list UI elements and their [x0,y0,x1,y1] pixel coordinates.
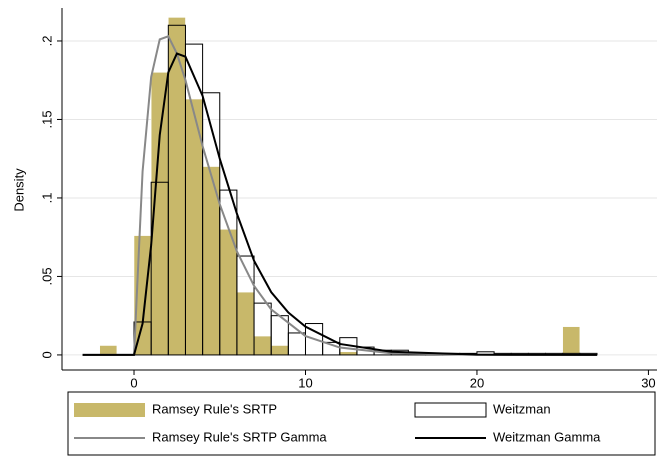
y-tick-label: .05 [39,267,54,285]
histogram-bar [236,291,255,356]
gamma-curve [82,35,597,356]
histogram-bar [562,326,581,356]
y-tick-label: .15 [39,110,54,128]
legend-box [67,391,656,456]
y-tick-label: 0 [39,351,54,358]
y-tick-label: .1 [39,193,54,204]
legend-label: Weitzman [493,401,551,416]
histogram-bar [219,229,238,356]
histogram-bar [304,323,324,356]
legend-swatch [74,403,145,417]
x-tick-label: 0 [130,375,137,390]
x-tick-label: 10 [298,375,312,390]
x-tick-label: 20 [470,375,484,390]
legend-label: Ramsey Rule's SRTP Gamma [152,429,327,444]
histogram-bar [270,345,289,356]
legend-label: Weitzman Gamma [493,429,601,444]
y-axis-label: Density [11,168,26,212]
legend-swatch [414,402,487,418]
legend-label: Ramsey Rule's SRTP [152,401,277,416]
histogram-bar [253,335,272,356]
y-tick-label: .2 [39,36,54,47]
histogram-bar [99,345,118,356]
gamma-curve [82,52,597,356]
x-tick-label: 30 [641,375,655,390]
